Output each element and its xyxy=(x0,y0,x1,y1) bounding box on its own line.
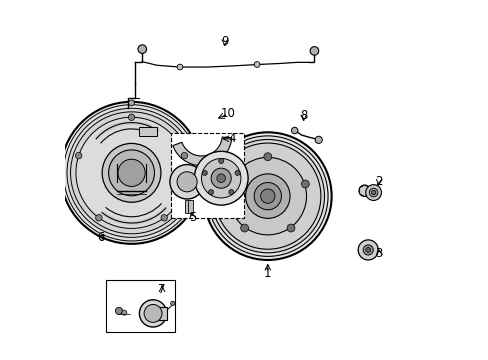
Circle shape xyxy=(228,157,306,235)
Circle shape xyxy=(365,247,370,252)
Circle shape xyxy=(108,150,154,196)
Circle shape xyxy=(235,170,240,175)
Circle shape xyxy=(214,143,320,249)
Circle shape xyxy=(170,301,175,306)
Bar xyxy=(171,134,244,218)
Circle shape xyxy=(218,158,223,163)
Circle shape xyxy=(301,180,308,188)
Bar xyxy=(139,127,156,136)
Circle shape xyxy=(254,183,281,210)
Text: 5: 5 xyxy=(188,211,196,224)
Circle shape xyxy=(363,245,372,255)
Circle shape xyxy=(254,62,260,67)
Circle shape xyxy=(122,310,126,315)
Circle shape xyxy=(128,114,135,121)
Circle shape xyxy=(286,224,294,232)
Circle shape xyxy=(177,172,197,192)
Circle shape xyxy=(314,136,322,143)
Circle shape xyxy=(70,112,192,234)
Circle shape xyxy=(226,180,234,188)
Circle shape xyxy=(138,45,146,53)
Circle shape xyxy=(211,168,231,188)
Polygon shape xyxy=(359,185,369,197)
Text: 2: 2 xyxy=(374,175,382,188)
Circle shape xyxy=(368,188,377,197)
Text: 1: 1 xyxy=(264,267,271,280)
Text: 6: 6 xyxy=(97,231,104,244)
Circle shape xyxy=(201,158,241,198)
Circle shape xyxy=(240,224,248,232)
Circle shape xyxy=(291,127,297,134)
Circle shape xyxy=(128,100,134,106)
Circle shape xyxy=(61,102,202,244)
Circle shape xyxy=(264,153,271,161)
Bar xyxy=(185,201,189,213)
Circle shape xyxy=(161,215,167,221)
Circle shape xyxy=(202,170,207,175)
Circle shape xyxy=(371,190,375,195)
Circle shape xyxy=(203,132,331,260)
Circle shape xyxy=(211,139,324,253)
Circle shape xyxy=(207,136,327,256)
Polygon shape xyxy=(172,137,231,166)
Circle shape xyxy=(169,165,204,199)
Circle shape xyxy=(181,152,187,159)
Circle shape xyxy=(118,159,145,186)
Circle shape xyxy=(139,300,166,327)
Circle shape xyxy=(217,174,225,183)
Bar xyxy=(188,201,192,213)
Circle shape xyxy=(67,108,196,237)
Circle shape xyxy=(102,143,161,202)
Circle shape xyxy=(228,190,233,195)
Circle shape xyxy=(245,174,289,219)
Circle shape xyxy=(208,190,213,195)
Circle shape xyxy=(309,46,318,55)
Text: 3: 3 xyxy=(374,247,382,260)
Bar xyxy=(153,307,167,320)
Circle shape xyxy=(75,152,81,159)
Circle shape xyxy=(96,215,102,221)
Text: 8: 8 xyxy=(299,109,307,122)
Circle shape xyxy=(115,307,122,315)
Circle shape xyxy=(365,185,381,201)
Circle shape xyxy=(144,305,162,322)
Text: 4: 4 xyxy=(228,132,235,145)
Circle shape xyxy=(177,64,183,70)
Circle shape xyxy=(63,105,199,241)
Circle shape xyxy=(357,240,378,260)
Text: 9: 9 xyxy=(221,35,228,49)
Bar xyxy=(106,280,174,332)
Text: 10: 10 xyxy=(221,107,235,120)
Circle shape xyxy=(194,151,247,205)
Text: 7: 7 xyxy=(158,283,165,296)
Circle shape xyxy=(358,185,369,197)
Circle shape xyxy=(76,117,187,228)
Circle shape xyxy=(260,189,274,203)
